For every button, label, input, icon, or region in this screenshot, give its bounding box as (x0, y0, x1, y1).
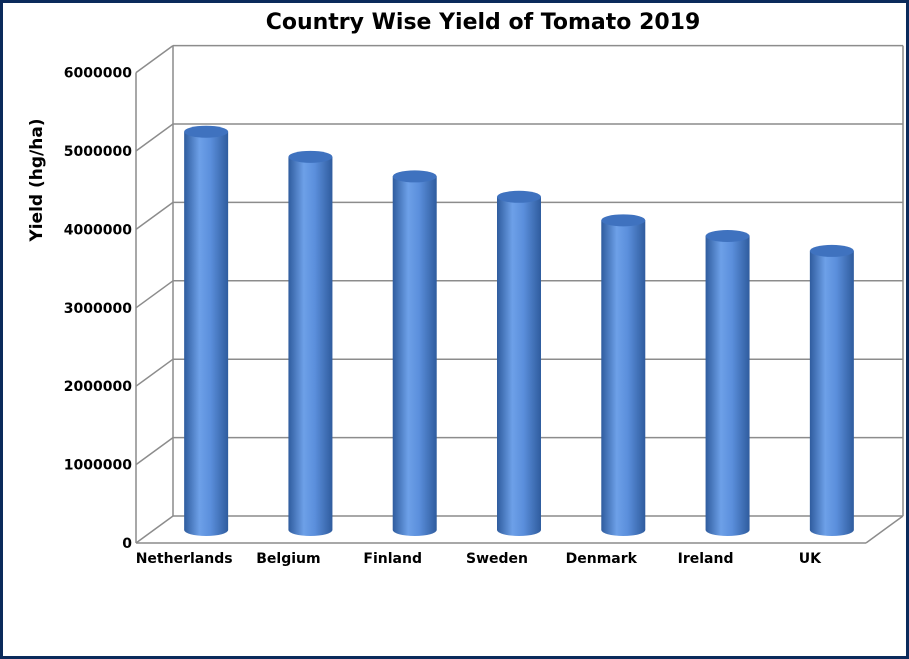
y-tick-label: 5000000 (64, 144, 132, 160)
x-tick-label: Netherlands (136, 551, 233, 567)
bar-body (601, 220, 646, 536)
y-tick-label: 4000000 (64, 222, 132, 238)
bar-body (705, 236, 750, 536)
bar-top (288, 150, 333, 163)
y-tick-label: 3000000 (64, 301, 132, 317)
x-tick-label: Sweden (466, 551, 528, 567)
x-tick-label: Denmark (566, 551, 638, 567)
bar (184, 125, 229, 536)
x-tick-label: Ireland (678, 551, 734, 567)
bar-top (184, 125, 229, 138)
x-tick-label: UK (799, 551, 822, 567)
gridline-side (135, 201, 174, 231)
bar-top (809, 244, 854, 257)
x-axis-categories: Netherlands Belgium Finland Sweden Denmark Ir… (136, 551, 822, 567)
x-tick-label: Finland (363, 551, 422, 567)
gridline-side (135, 515, 174, 544)
bar (288, 150, 333, 537)
bar-top (601, 214, 646, 227)
bar-top (705, 230, 750, 242)
gridline-side (135, 358, 174, 387)
y-tick-label: 1000000 (64, 458, 132, 474)
y-axis-ticks: 0 1000000 2000000 3000000 4000000 5000000 6000… (64, 66, 132, 552)
x-tick-label: Belgium (256, 551, 320, 567)
floor-right-edge (865, 515, 904, 544)
y-axis-label: Yield (hg/ha) (27, 118, 47, 242)
y-tick-label: 2000000 (64, 379, 132, 395)
gridline-side (135, 436, 174, 466)
gridline-side (135, 44, 174, 74)
bar (392, 170, 437, 536)
gridline-side (135, 123, 174, 152)
bar-top (497, 190, 541, 203)
bar-body (288, 156, 333, 537)
y-tick-label: 0 (122, 536, 132, 552)
y-tick-label: 6000000 (64, 66, 132, 82)
bar (497, 190, 541, 537)
bar-top (392, 170, 437, 183)
bar-body (809, 250, 854, 536)
bar-body (392, 176, 437, 536)
bar-body (184, 131, 229, 536)
bar (705, 230, 750, 536)
bars (184, 125, 854, 537)
gridline-side (135, 280, 174, 309)
bar (809, 244, 854, 536)
bar-body (497, 196, 541, 537)
bar (601, 214, 646, 536)
chart-title: Country Wise Yield of Tomato 2019 (266, 10, 701, 35)
